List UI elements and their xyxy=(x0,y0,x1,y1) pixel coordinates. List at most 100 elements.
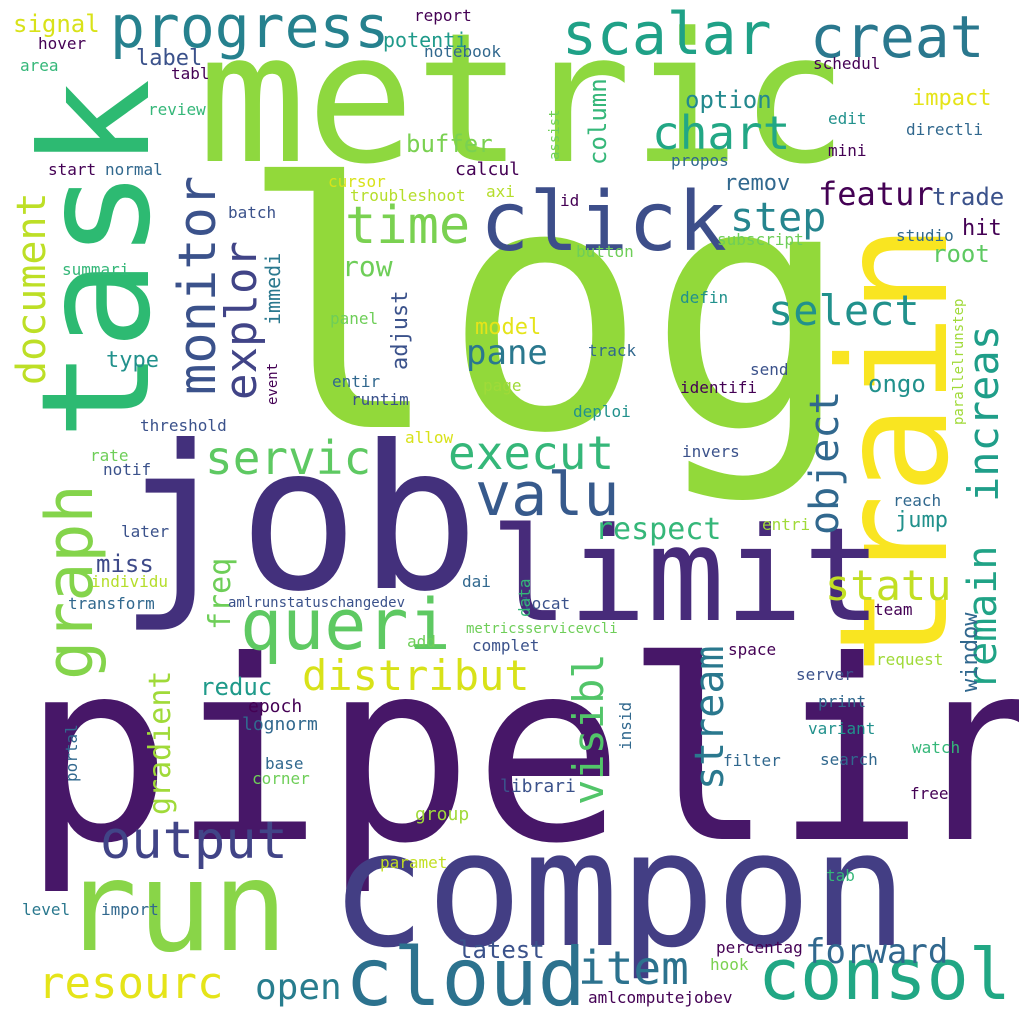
word-space: space xyxy=(728,640,777,659)
word-miss: miss xyxy=(96,550,154,578)
word-reach: reach xyxy=(893,491,942,510)
word-execut: execut xyxy=(448,426,615,480)
word-threshold: threshold xyxy=(140,416,227,435)
word-directli: directli xyxy=(906,120,984,139)
word-time: time xyxy=(345,196,471,256)
word-servic: servic xyxy=(205,431,372,485)
word-step: step xyxy=(730,195,827,241)
word-deploi: deploi xyxy=(573,402,631,421)
word-consol: consol xyxy=(758,934,1011,1016)
word-row: row xyxy=(342,250,393,283)
word-studio: studio xyxy=(896,226,954,245)
word-adjust: adjust xyxy=(388,290,413,370)
word-batch: batch xyxy=(228,203,277,222)
word-document: document xyxy=(9,192,55,385)
word-allow: allow xyxy=(405,428,454,447)
word-option: option xyxy=(685,86,772,114)
word-librari: librari xyxy=(500,776,576,797)
word-metricsservicevcli: metricsservicevcli xyxy=(466,621,618,637)
word-log: log xyxy=(238,112,853,508)
word-open: open xyxy=(255,967,342,1008)
word-percentag: percentag xyxy=(716,938,803,957)
word-run: run xyxy=(62,835,288,980)
word-troubleshoot: troubleshoot xyxy=(350,186,466,205)
word-entir: entir xyxy=(332,372,381,391)
word-statu: statu xyxy=(825,561,952,610)
word-queri: queri xyxy=(240,584,451,666)
word-filter: filter xyxy=(723,751,781,770)
word-immedi: immedi xyxy=(261,252,285,325)
word-server: server xyxy=(796,665,854,684)
word-report: report xyxy=(414,6,472,25)
word-track: track xyxy=(588,341,637,360)
word-model: model xyxy=(475,315,542,340)
word-metric: metric xyxy=(198,0,849,204)
word-creat: creat xyxy=(810,3,985,71)
word-tab: tab xyxy=(826,866,855,885)
word-epoch: epoch xyxy=(248,696,303,717)
word-request: request xyxy=(876,650,944,669)
word-area: area xyxy=(20,56,59,75)
word-free: free xyxy=(910,784,949,803)
word-forward: forward xyxy=(805,932,949,972)
word-resourc: resourc xyxy=(38,958,224,1009)
word-compon: compon xyxy=(330,796,908,983)
word-parallelrunstep: parallelrunstep xyxy=(951,298,967,425)
word-mini: mini xyxy=(828,141,867,160)
word-amlcomputejobev: amlcomputejobev xyxy=(588,988,733,1007)
word-search: search xyxy=(820,750,878,769)
word-variant: variant xyxy=(808,719,876,738)
word-edit: edit xyxy=(828,109,867,128)
word-notebook: notebook xyxy=(424,42,502,61)
word-featur: featur xyxy=(818,175,934,213)
word-remov: remov xyxy=(724,171,791,196)
word-later: later xyxy=(121,522,170,541)
word-start: start xyxy=(48,160,97,179)
word-column: column xyxy=(584,78,612,165)
word-print: print xyxy=(818,692,867,711)
word-assist: assist xyxy=(547,109,563,160)
word-complet: complet xyxy=(472,636,540,655)
word-send: send xyxy=(750,360,789,379)
word-axi: axi xyxy=(486,182,515,201)
word-window: window xyxy=(958,612,983,692)
word-latest: latest xyxy=(458,936,545,964)
word-ongo: ongo xyxy=(868,370,926,398)
word-individu: individu xyxy=(91,572,169,591)
word-explor: explor xyxy=(216,241,267,400)
word-watch: watch xyxy=(912,738,961,757)
word-add: add xyxy=(407,632,436,651)
word-increas: increas xyxy=(959,324,1008,502)
word-data: data xyxy=(515,578,534,617)
word-job: job xyxy=(118,403,480,636)
word-page: page xyxy=(483,376,522,395)
word-type: type xyxy=(106,348,159,373)
word-normal: normal xyxy=(105,160,163,179)
word-paramet: paramet xyxy=(380,853,448,872)
word-invers: invers xyxy=(682,442,740,461)
word-summari: summari xyxy=(62,260,130,279)
word-event: event xyxy=(265,362,281,405)
word-distribut: distribut xyxy=(302,651,530,700)
word-team: team xyxy=(874,600,913,619)
word-import: import xyxy=(101,900,159,919)
word-freq: freq xyxy=(203,557,238,630)
word-impact: impact xyxy=(912,86,992,111)
word-amlrunstatuschangedev: amlrunstatuschangedev xyxy=(228,595,406,611)
word-rate: rate xyxy=(90,446,129,465)
word-cursor: cursor xyxy=(328,172,386,191)
word-chart: chart xyxy=(652,106,791,160)
word-tabl: tabl xyxy=(171,64,210,83)
word-transform: transform xyxy=(68,594,155,613)
word-hover: hover xyxy=(38,34,87,53)
word-id: id xyxy=(560,191,580,210)
word-limit: limit xyxy=(490,499,882,651)
word-propos: propos xyxy=(671,151,729,170)
word-valu: valu xyxy=(475,460,620,530)
word-review: review xyxy=(148,100,206,119)
word-cloud: cloud xyxy=(345,931,586,1019)
word-root: root xyxy=(932,240,990,268)
word-dai: dai xyxy=(462,572,491,591)
word-hook: hook xyxy=(710,955,749,974)
